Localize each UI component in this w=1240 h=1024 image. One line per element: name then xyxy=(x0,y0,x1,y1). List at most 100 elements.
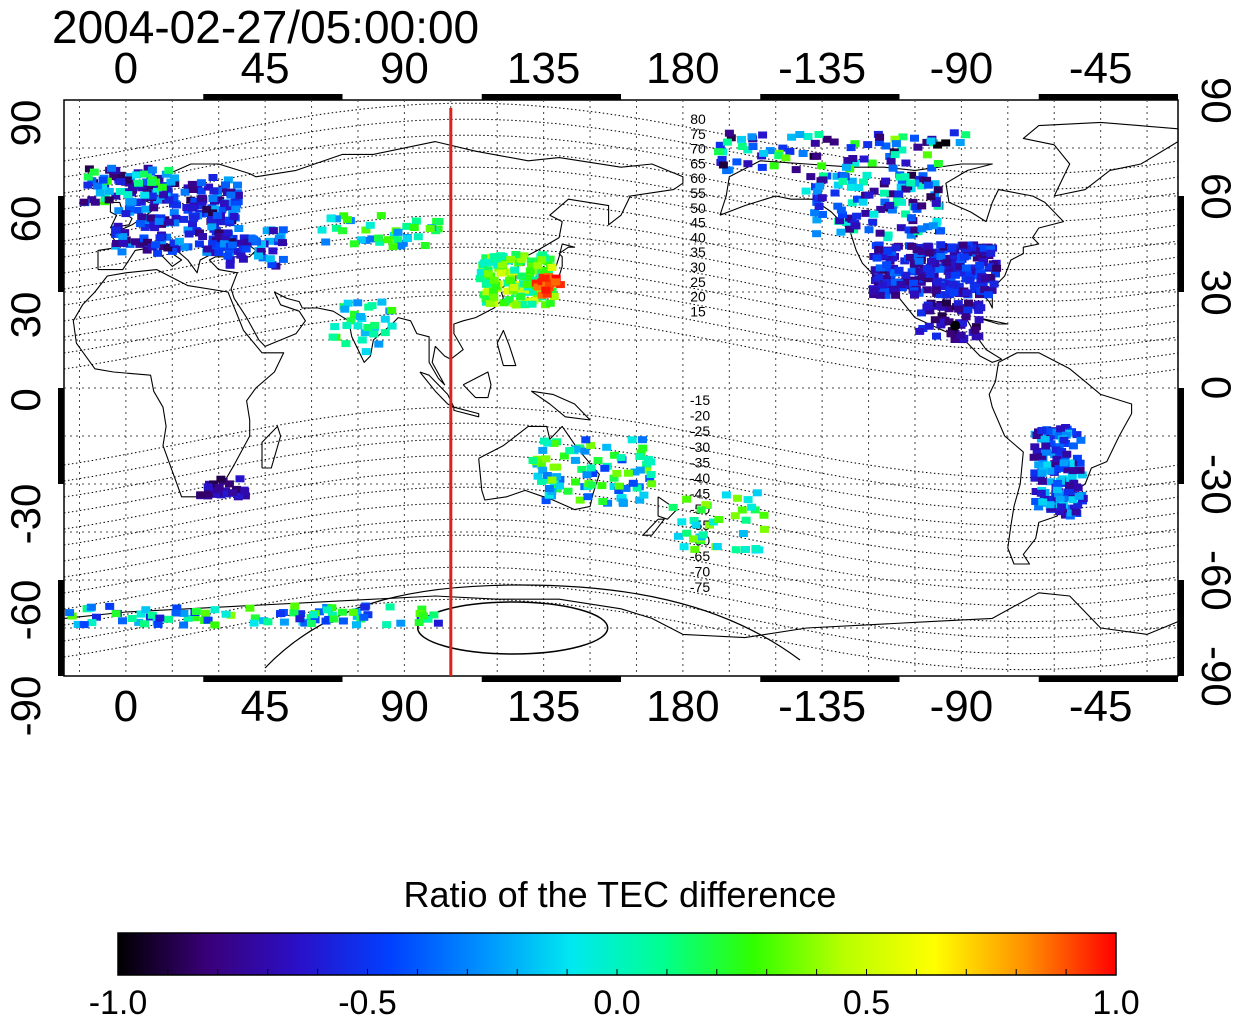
tec-data-cell xyxy=(715,141,725,149)
tec-data-cell xyxy=(265,255,275,263)
tec-data-cell xyxy=(417,605,427,613)
tec-data-cell xyxy=(922,151,932,159)
magnetic-latitude-contour xyxy=(63,182,1179,255)
tec-data-cell xyxy=(268,227,278,235)
tec-data-cell xyxy=(540,274,550,282)
coastline xyxy=(63,592,1179,639)
tec-data-cell xyxy=(913,252,923,260)
tec-data-cell xyxy=(925,307,935,315)
tec-data-cell xyxy=(986,249,996,257)
tec-data-cell xyxy=(188,220,197,228)
coastline xyxy=(261,425,282,469)
tec-data-cell xyxy=(583,493,593,501)
bottom-longitude-tick-label: -45 xyxy=(1068,682,1133,731)
tec-data-cell xyxy=(1039,493,1049,501)
tec-data-cell xyxy=(577,465,587,473)
coastline xyxy=(453,406,480,418)
tec-data-cell xyxy=(147,178,157,186)
tec-data-cell xyxy=(638,444,648,452)
tec-data-cell xyxy=(208,209,218,217)
tec-data-cell xyxy=(1045,501,1055,509)
tec-data-cell xyxy=(992,264,1002,272)
tec-data-cell xyxy=(128,184,138,192)
tec-data-cell xyxy=(1063,466,1073,474)
tec-data-cell xyxy=(491,281,501,289)
tec-data-cell xyxy=(817,194,827,202)
tec-data-cell xyxy=(179,243,189,251)
tec-data-cell xyxy=(1073,484,1083,492)
tec-data-cell xyxy=(531,279,541,287)
tec-data-cell xyxy=(901,271,911,279)
tec-data-cell xyxy=(172,604,182,612)
tec-data-cell xyxy=(781,154,791,162)
tec-data-cell xyxy=(955,139,965,146)
tec-data-cell xyxy=(1055,496,1065,504)
tec-data-cell xyxy=(974,332,984,340)
tec-data-cell xyxy=(169,239,179,247)
tec-data-cell xyxy=(258,254,268,262)
tec-data-cell xyxy=(879,252,889,260)
tec-data-cell xyxy=(517,300,527,308)
coastline xyxy=(530,390,591,421)
station-marker xyxy=(950,320,961,331)
tec-data-cell xyxy=(880,198,890,206)
tec-data-cell xyxy=(140,223,150,231)
tec-data-cell xyxy=(551,278,560,286)
tec-data-cell xyxy=(910,290,920,298)
tec-data-cell xyxy=(547,264,557,271)
magnetic-latitude-label: -75 xyxy=(690,579,710,595)
tec-data-cell xyxy=(690,545,700,553)
tec-data-cell xyxy=(87,177,97,185)
tec-data-cell xyxy=(910,134,919,142)
tec-data-cell xyxy=(226,611,236,619)
tec-data-cell xyxy=(942,259,952,267)
tec-data-cell xyxy=(509,284,519,291)
tec-data-cell xyxy=(542,290,552,298)
tec-data-cell xyxy=(383,236,393,244)
tec-data-cell xyxy=(278,239,287,247)
tec-data-cell xyxy=(171,214,181,222)
tec-data-cell xyxy=(310,616,320,624)
tec-data-cell xyxy=(223,176,233,184)
tec-data-cell xyxy=(935,248,945,256)
magnetic-latitude-label: -15 xyxy=(690,392,710,408)
tec-data-cell xyxy=(377,298,387,306)
tec-data-cell xyxy=(894,190,904,198)
tec-data-cell xyxy=(489,293,499,301)
tec-data-cell xyxy=(791,166,801,174)
tec-data-cell xyxy=(817,162,827,170)
tec-data-cell xyxy=(169,200,178,208)
tec-data-cell xyxy=(194,240,204,248)
tec-data-cell xyxy=(209,187,219,195)
tec-data-cell xyxy=(141,205,151,213)
tec-data-cell xyxy=(153,249,163,257)
tec-data-cell xyxy=(1075,466,1085,474)
tec-data-cell xyxy=(787,133,797,141)
tec-data-cell xyxy=(869,187,879,195)
tec-data-cell xyxy=(249,619,259,627)
tec-data-cell xyxy=(612,469,622,477)
tec-data-cell xyxy=(98,176,108,184)
tec-data-cell xyxy=(833,181,843,189)
magnetic-latitude-label: -35 xyxy=(690,454,710,470)
tec-data-cell xyxy=(1040,436,1050,444)
tec-data-cell xyxy=(1057,448,1067,455)
tec-data-cell xyxy=(774,152,784,160)
tec-data-cell xyxy=(184,230,194,238)
tec-data-cell xyxy=(903,278,913,286)
tec-data-cell xyxy=(525,274,535,282)
tec-data-cell xyxy=(635,496,645,504)
tec-data-cell xyxy=(339,212,349,220)
magnetic-latitude-contour xyxy=(63,118,1179,191)
tec-data-cell xyxy=(243,238,253,246)
tec-data-cell xyxy=(342,216,352,224)
tec-data-cell xyxy=(179,621,189,629)
tec-data-cell xyxy=(759,149,769,157)
tec-data-cell xyxy=(1041,442,1051,450)
tec-data-cell xyxy=(582,471,592,479)
tec-data-cell xyxy=(526,257,536,265)
tec-data-cell xyxy=(947,243,957,251)
tec-data-cell xyxy=(839,172,849,180)
tec-data-cell xyxy=(848,155,858,162)
tec-data-cell xyxy=(328,333,338,341)
